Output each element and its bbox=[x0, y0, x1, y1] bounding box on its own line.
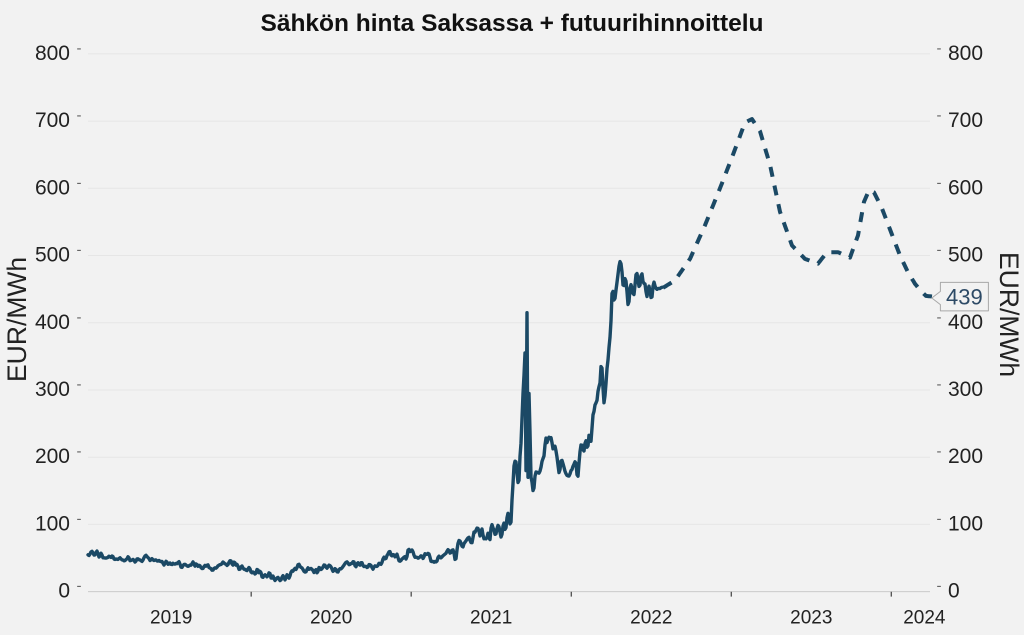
svg-text:439: 439 bbox=[946, 285, 983, 310]
